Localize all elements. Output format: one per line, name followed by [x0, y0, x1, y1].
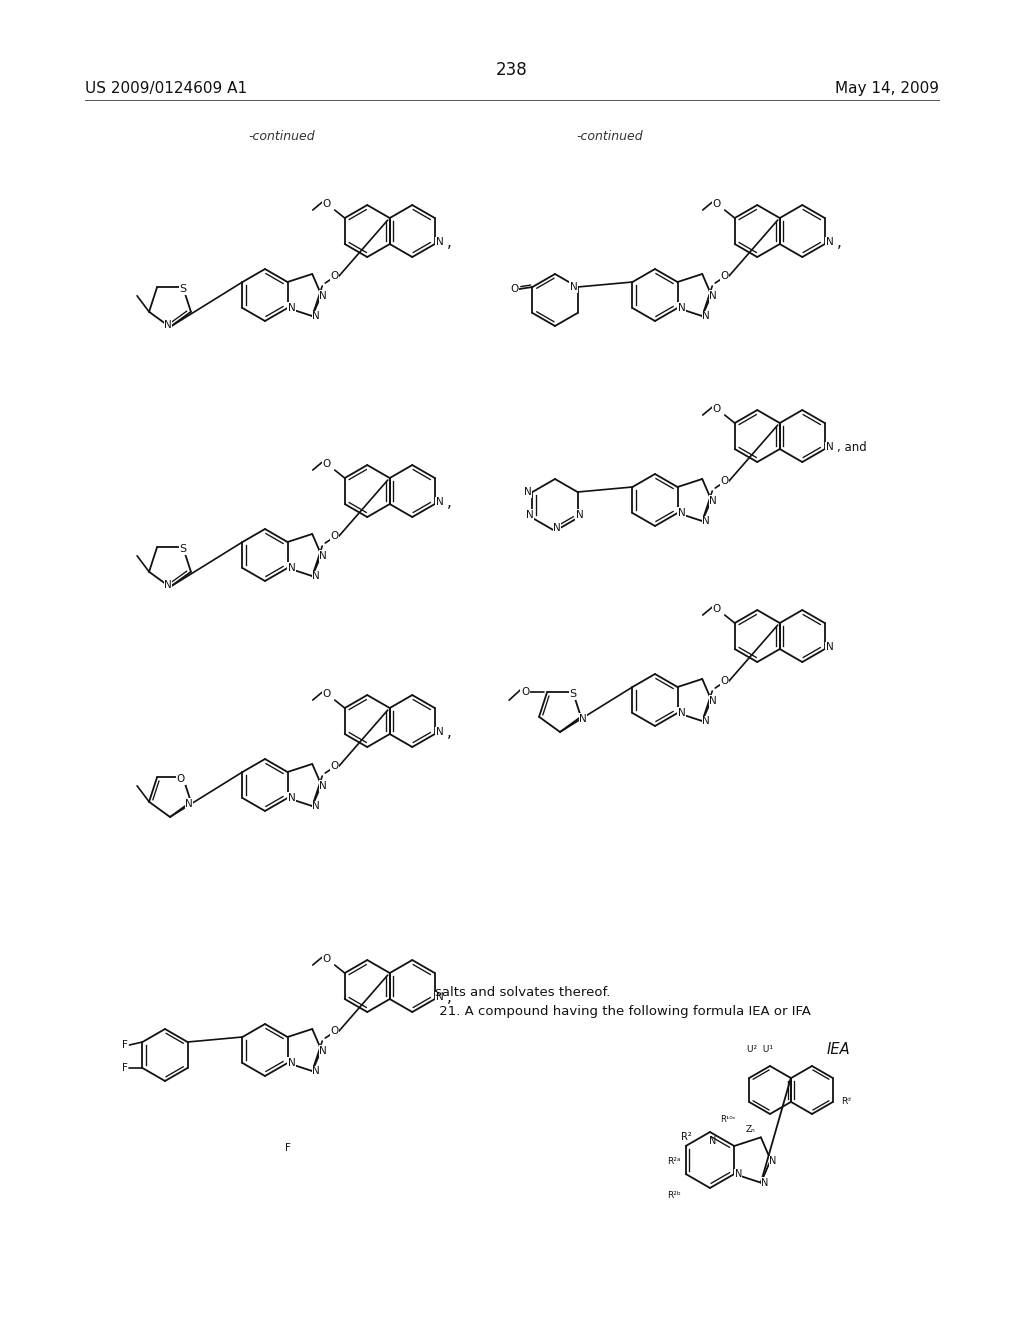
Text: N: N: [709, 1137, 716, 1146]
Text: N: N: [436, 498, 443, 507]
Text: N: N: [319, 781, 328, 791]
Text: N: N: [678, 708, 685, 718]
Text: O: O: [713, 199, 721, 209]
Text: N: N: [569, 282, 578, 292]
Text: -continued: -continued: [575, 129, 643, 143]
Text: ,: ,: [446, 235, 452, 249]
Text: ,: ,: [446, 495, 452, 510]
Text: ,: ,: [446, 725, 452, 739]
Text: O: O: [330, 1026, 338, 1036]
Text: O: O: [521, 688, 529, 697]
Text: O: O: [713, 605, 721, 614]
Text: May 14, 2009: May 14, 2009: [835, 81, 939, 95]
Text: ,: ,: [446, 990, 452, 1005]
Text: N: N: [319, 550, 328, 561]
Text: N: N: [288, 793, 295, 803]
Text: O: O: [713, 404, 721, 414]
Text: O: O: [323, 459, 331, 469]
Text: N: N: [761, 1177, 769, 1188]
Text: N: N: [312, 572, 321, 581]
Text: O: O: [720, 477, 728, 486]
Text: N: N: [579, 714, 587, 723]
Text: N: N: [734, 1170, 742, 1179]
Text: ,: ,: [837, 235, 842, 249]
Text: -continued: -continued: [248, 129, 314, 143]
Text: N: N: [769, 1156, 776, 1166]
Text: N: N: [525, 510, 534, 520]
Text: N: N: [312, 312, 321, 321]
Text: R²: R²: [681, 1133, 692, 1142]
Text: N: N: [575, 510, 584, 520]
Text: salts and solvates thereof.: salts and solvates thereof.: [435, 986, 610, 999]
Text: IEA: IEA: [826, 1041, 850, 1057]
Text: N: N: [826, 238, 834, 247]
Text: S: S: [179, 284, 186, 294]
Text: R²ᵇ: R²ᵇ: [667, 1192, 681, 1200]
Text: US 2009/0124609 A1: US 2009/0124609 A1: [85, 81, 247, 95]
Text: N: N: [826, 642, 834, 652]
Text: N: N: [436, 238, 443, 247]
Text: N: N: [702, 312, 710, 321]
Text: O: O: [330, 762, 338, 771]
Text: N: N: [312, 1067, 321, 1076]
Text: F: F: [285, 1143, 291, 1152]
Text: R²ᵃ: R²ᵃ: [668, 1158, 681, 1167]
Text: Zₙ: Zₙ: [745, 1126, 755, 1134]
Text: S: S: [569, 689, 577, 700]
Text: S: S: [179, 544, 186, 554]
Text: O: O: [330, 531, 338, 541]
Text: N: N: [288, 304, 295, 313]
Text: N: N: [826, 442, 834, 451]
Text: N: N: [702, 715, 710, 726]
Text: N: N: [164, 579, 172, 590]
Text: N: N: [710, 290, 717, 301]
Text: F: F: [122, 1040, 127, 1049]
Text: N: N: [319, 290, 328, 301]
Text: N: N: [319, 1045, 328, 1056]
Text: N: N: [523, 487, 531, 498]
Text: 21. A compound having the following formula IEA or IFA: 21. A compound having the following form…: [435, 1005, 811, 1018]
Text: N: N: [710, 496, 717, 506]
Text: O: O: [323, 199, 331, 209]
Text: O: O: [720, 271, 728, 281]
Text: O: O: [323, 954, 331, 964]
Text: R¹⁰ᶜ: R¹⁰ᶜ: [720, 1115, 735, 1125]
Text: N: N: [710, 696, 717, 706]
Text: , and: , and: [837, 441, 866, 454]
Text: N: N: [288, 564, 295, 573]
Text: N: N: [702, 516, 710, 527]
Text: O: O: [177, 775, 185, 784]
Text: N: N: [678, 508, 685, 517]
Text: Rᵈ: Rᵈ: [841, 1097, 851, 1106]
Text: F: F: [122, 1063, 127, 1073]
Text: N: N: [312, 801, 321, 810]
Text: O: O: [330, 271, 338, 281]
Text: N: N: [553, 523, 561, 533]
Text: U²  U¹: U² U¹: [746, 1045, 773, 1055]
Text: N: N: [288, 1059, 295, 1068]
Text: O: O: [323, 689, 331, 700]
Text: N: N: [436, 993, 443, 1002]
Text: N: N: [164, 319, 172, 330]
Text: 238: 238: [496, 61, 528, 79]
Text: O: O: [510, 284, 518, 294]
Text: N: N: [436, 727, 443, 737]
Text: O: O: [720, 676, 728, 686]
Text: N: N: [678, 304, 685, 313]
Text: N: N: [185, 799, 193, 809]
